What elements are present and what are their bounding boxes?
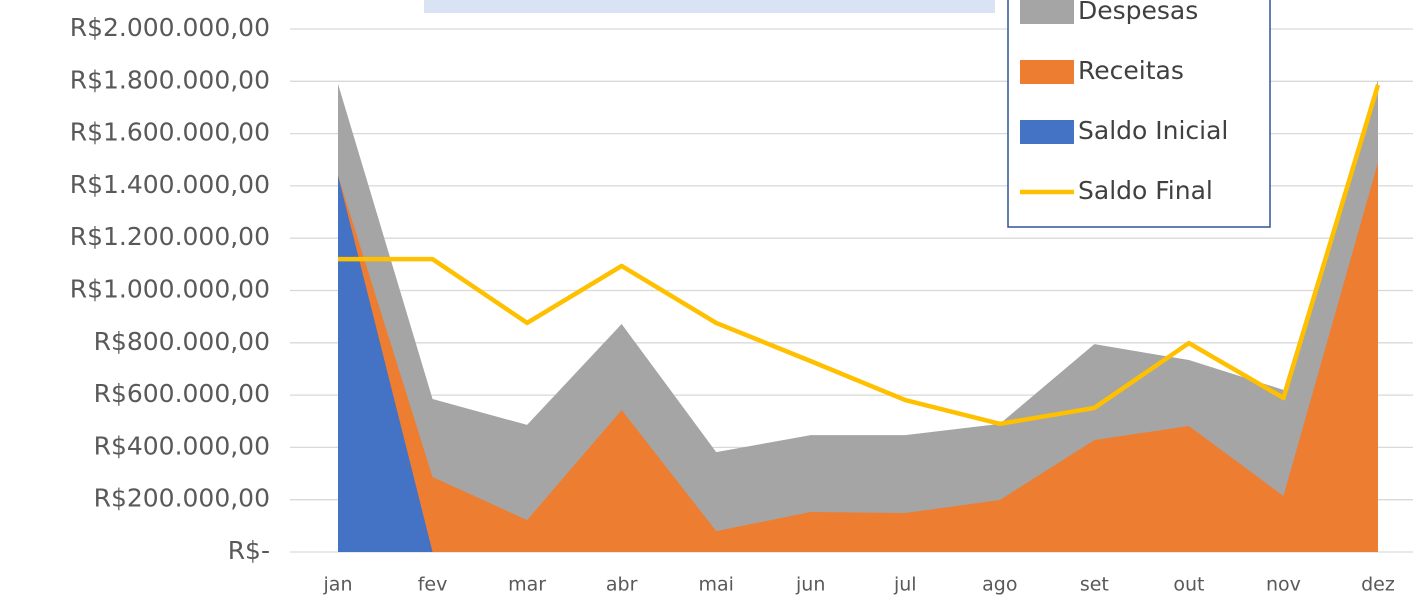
- title-box: [424, 0, 995, 13]
- y-tick-label: R$2.000.000,00: [70, 13, 270, 42]
- x-tick-label: ago: [982, 574, 1017, 596]
- line: [338, 84, 1381, 427]
- x-tick-label: abr: [606, 574, 638, 596]
- area: [338, 162, 1378, 553]
- legend-swatch: [1020, 120, 1074, 144]
- legend-label: Receitas: [1078, 56, 1184, 85]
- y-tick-label: R$1.000.000,00: [70, 275, 270, 304]
- y-tick-label: R$-: [228, 536, 270, 565]
- legend-box: [1007, 0, 1271, 228]
- x-tick-label: jun: [795, 574, 825, 596]
- y-tick-label: R$1.600.000,00: [70, 118, 270, 147]
- y-tick-label: R$600.000,00: [94, 379, 270, 408]
- y-tick-label: R$200.000,00: [94, 484, 270, 513]
- legend-label: Despesas: [1078, 0, 1198, 25]
- legend: Despesas Receitas Saldo Inicial Saldo Final: [1007, 0, 1271, 228]
- x-tick-label: out: [1173, 574, 1204, 596]
- x-tick-label: nov: [1266, 574, 1301, 596]
- x-tick-label: mar: [508, 574, 546, 596]
- area: [338, 79, 1378, 553]
- y-tick-label: R$1.400.000,00: [70, 170, 270, 199]
- y-tick-label: R$800.000,00: [94, 327, 270, 356]
- y-tick-label: R$1.200.000,00: [70, 222, 270, 251]
- x-tick-label: fev: [418, 574, 448, 596]
- y-tick-label: R$1.800.000,00: [70, 65, 270, 94]
- legend-swatch: [1020, 60, 1074, 84]
- legend-label: Saldo Final: [1078, 176, 1213, 205]
- x-tick-label: mai: [698, 574, 733, 596]
- legend-label: Saldo Inicial: [1078, 116, 1228, 145]
- x-tick-label: dez: [1361, 574, 1395, 596]
- x-tick-label: set: [1080, 574, 1109, 596]
- legend-swatch: [1020, 0, 1074, 24]
- x-tick-label: jul: [893, 574, 917, 596]
- y-tick-label: R$400.000,00: [94, 431, 270, 460]
- x-tick-label: jan: [323, 574, 353, 596]
